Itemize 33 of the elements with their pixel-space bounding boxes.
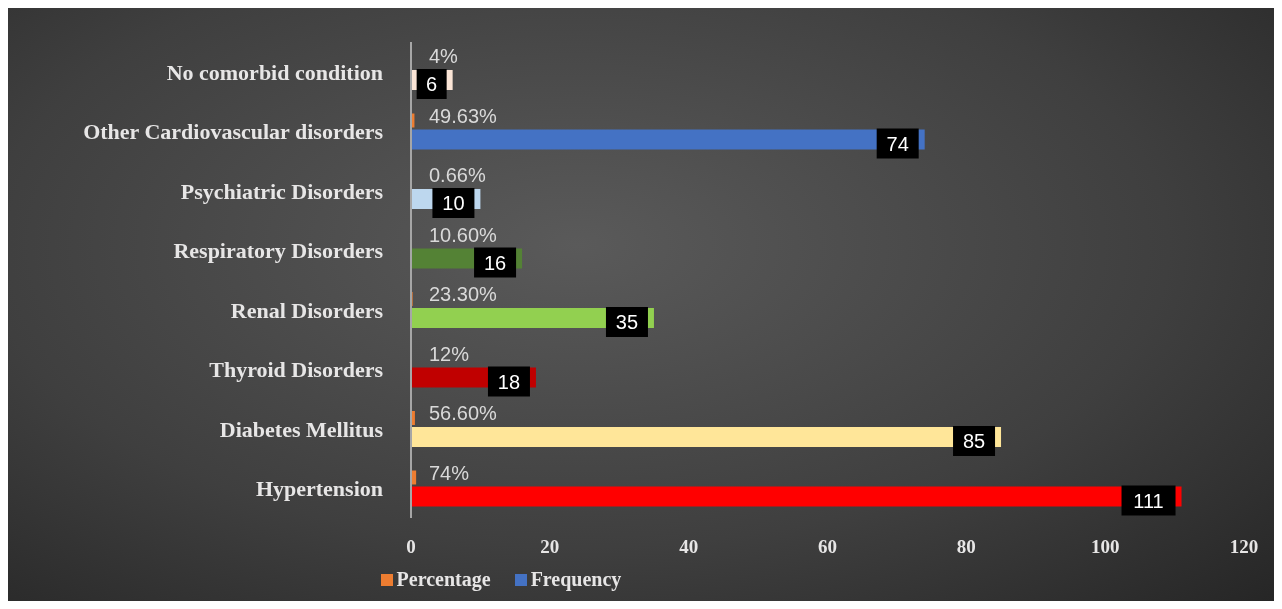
data-label: 10.60% (429, 223, 498, 246)
x-tick-label: 40 (679, 536, 699, 558)
data-label: 56.60% (429, 402, 498, 424)
data-label: 111 (1133, 489, 1164, 512)
data-label: 85 (962, 430, 986, 452)
x-tick-label: 60 (818, 536, 837, 558)
y-tick-label: Respiratory Disorders (173, 238, 384, 264)
data-label: 10 (442, 192, 465, 214)
legend-label: Frequency (530, 568, 622, 591)
y-tick-label: Psychiatric Disorders (180, 178, 384, 204)
x-tick-label: 0 (406, 536, 416, 558)
data-label: 35 (615, 311, 639, 333)
y-tick-label: Hypertension (255, 476, 383, 502)
y-tick-label: No comorbid condition (166, 59, 383, 85)
x-tick-label: 120 (1229, 536, 1259, 558)
data-label: 74 (886, 132, 909, 155)
data-label: 49.63% (429, 104, 498, 127)
y-tick-label: Renal Disorders (230, 297, 384, 323)
data-label: 74% (429, 461, 470, 484)
legend-label: Percentage (396, 568, 491, 591)
y-tick-label: Other Cardiovascular disorders (83, 119, 384, 145)
y-tick-label: Thyroid Disorders (209, 357, 384, 383)
data-label: 0.66% (429, 164, 486, 186)
data-label: 4% (429, 45, 459, 67)
data-label: 6 (426, 73, 438, 95)
data-label: 16 (483, 251, 507, 274)
y-tick-label: Diabetes Mellitus (219, 416, 384, 442)
x-tick-label: 100 (1090, 536, 1120, 558)
x-tick-label: 20 (540, 536, 560, 558)
data-label: 18 (497, 370, 521, 393)
data-label: 23.30% (429, 283, 498, 305)
x-tick-label: 80 (956, 536, 976, 558)
data-label: 12% (429, 342, 470, 365)
